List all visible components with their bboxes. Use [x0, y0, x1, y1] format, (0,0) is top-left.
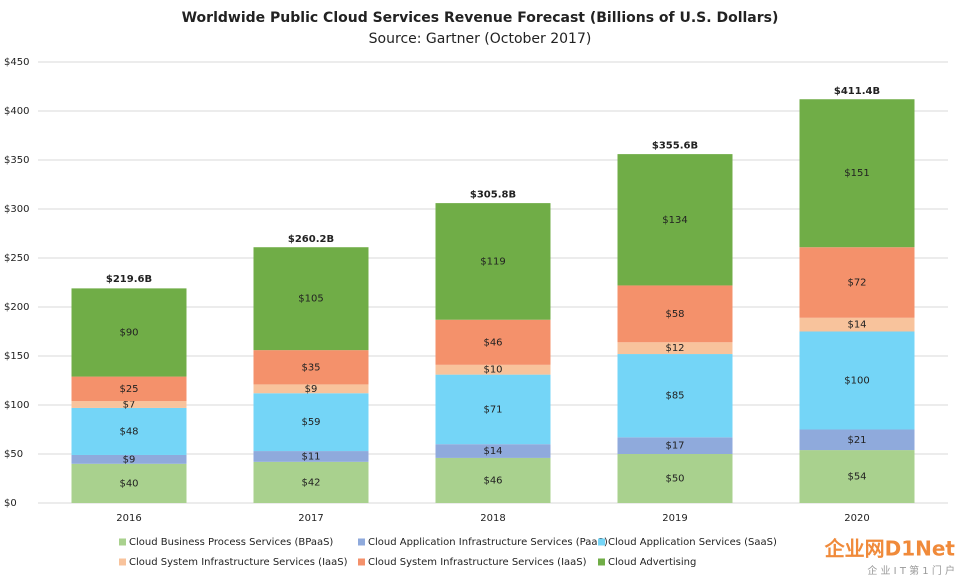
- legend-label: Cloud Advertising: [608, 557, 696, 568]
- data-label: $14: [483, 446, 502, 457]
- bar-segment: [799, 317, 915, 332]
- bar-segment: [435, 364, 551, 375]
- watermark: 企 业 I T 第 1 门 户: [867, 564, 955, 577]
- y-tick-label: $450: [4, 57, 29, 68]
- bar-segment: [435, 457, 551, 503]
- bar-segment: [617, 454, 733, 503]
- data-label: $11: [301, 451, 320, 462]
- bar-segment: [71, 407, 187, 455]
- data-label: $85: [665, 391, 684, 402]
- bar-segment: [71, 288, 187, 377]
- bar-segment: [71, 376, 187, 402]
- data-label: $9: [305, 384, 318, 395]
- data-label: $59: [301, 417, 320, 428]
- data-label: $90: [119, 327, 138, 338]
- bar-segment: [617, 285, 733, 343]
- bar-segment: [435, 319, 551, 365]
- data-label: $72: [847, 278, 866, 289]
- data-label: $21: [847, 435, 866, 446]
- total-label: $219.6B: [106, 274, 152, 285]
- data-label: $9: [123, 454, 136, 465]
- legend-swatch: [598, 538, 605, 546]
- y-tick-label: $100: [4, 400, 29, 411]
- legend-label: Cloud System Infrastructure Services (Ia…: [368, 557, 587, 568]
- legend-label: Cloud Application Infrastructure Service…: [368, 537, 608, 548]
- legend-swatch: [119, 558, 126, 566]
- bar-segment: [253, 384, 369, 394]
- bar-segment: [799, 99, 915, 248]
- bar-segment: [253, 393, 369, 452]
- bar-segment: [617, 154, 733, 286]
- data-label: $17: [665, 441, 684, 452]
- data-label: $71: [483, 404, 502, 415]
- bar-segment: [617, 354, 733, 438]
- data-label: $46: [483, 475, 502, 486]
- data-label: $25: [119, 384, 138, 395]
- y-tick-label: $0: [4, 498, 17, 509]
- y-tick-label: $250: [4, 253, 29, 264]
- data-label: $46: [483, 337, 502, 348]
- data-label: $40: [119, 478, 138, 489]
- data-label: $7: [123, 400, 136, 411]
- legend-swatch: [358, 538, 365, 546]
- x-tick-label: 2018: [480, 513, 505, 524]
- bar-segment: [253, 247, 369, 351]
- y-tick-label: $300: [4, 204, 29, 215]
- total-label: $305.8B: [470, 189, 516, 200]
- bar-segment: [617, 437, 733, 454]
- legend-swatch: [119, 538, 126, 546]
- legend-swatch: [598, 558, 605, 566]
- bar-segment: [253, 461, 369, 503]
- data-label: $12: [665, 343, 684, 354]
- bar-segment: [799, 331, 915, 430]
- x-tick-label: 2017: [298, 513, 323, 524]
- data-label: $35: [301, 362, 320, 373]
- bar-segment: [71, 463, 187, 503]
- bar-segment: [617, 342, 733, 355]
- bar-segment: [799, 450, 915, 503]
- bar-segment: [435, 374, 551, 445]
- total-label: $260.2B: [288, 234, 334, 245]
- data-label: $14: [847, 320, 866, 331]
- legend-swatch: [358, 558, 365, 566]
- data-label: $10: [483, 365, 502, 376]
- x-tick-label: 2016: [116, 513, 141, 524]
- legend-label: Cloud Business Process Services (BPaaS): [129, 537, 333, 548]
- bar-segment: [799, 247, 915, 318]
- bar-segment: [253, 350, 369, 385]
- data-label: $48: [119, 426, 138, 437]
- data-label: $151: [844, 168, 869, 179]
- total-label: $411.4B: [834, 86, 880, 97]
- data-label: $58: [665, 309, 684, 320]
- bar-segment: [71, 401, 187, 408]
- x-tick-label: 2020: [844, 513, 869, 524]
- y-tick-label: $150: [4, 351, 29, 362]
- data-label: $50: [665, 474, 684, 485]
- watermark: 企业网D1Net: [824, 537, 956, 561]
- y-tick-label: $400: [4, 106, 29, 117]
- y-tick-label: $350: [4, 155, 29, 166]
- y-tick-label: $50: [4, 449, 23, 460]
- data-label: $105: [298, 294, 323, 305]
- data-label: $100: [844, 376, 869, 387]
- data-label: $42: [301, 477, 320, 488]
- legend-label: Cloud Application Services (SaaS): [608, 537, 777, 548]
- total-label: $355.6B: [652, 141, 698, 152]
- bar-segment: [253, 451, 369, 462]
- bar-segment: [799, 429, 915, 451]
- chart-title: Worldwide Public Cloud Services Revenue …: [182, 10, 779, 26]
- data-label: $119: [480, 256, 505, 267]
- chart-subtitle: Source: Gartner (October 2017): [369, 31, 592, 47]
- bar-segment: [435, 203, 551, 320]
- x-tick-label: 2019: [662, 513, 687, 524]
- legend-label: Cloud System Infrastructure Services (Ia…: [129, 557, 348, 568]
- data-label: $134: [662, 215, 687, 226]
- data-label: $54: [847, 472, 866, 483]
- bar-segment: [71, 454, 187, 464]
- bar-segment: [435, 444, 551, 458]
- y-tick-label: $200: [4, 302, 29, 313]
